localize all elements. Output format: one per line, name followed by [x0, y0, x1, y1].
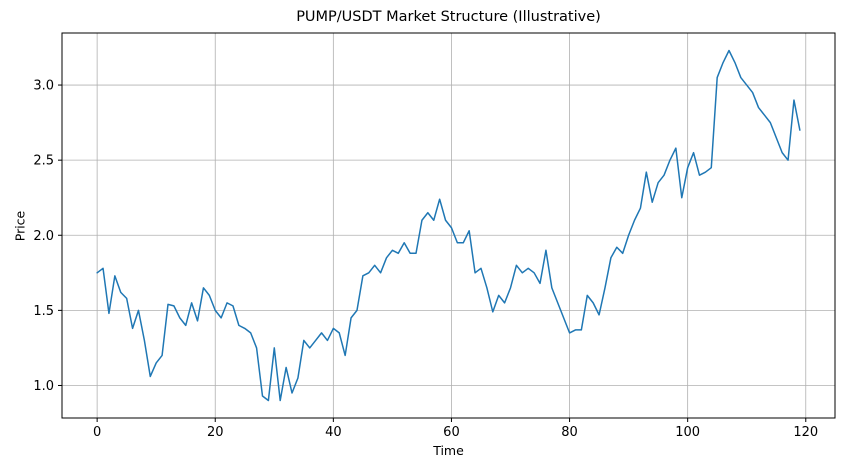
chart-title: PUMP/USDT Market Structure (Illustrative… — [296, 9, 601, 25]
x-tick-label: 20 — [207, 425, 224, 440]
x-tick-label: 60 — [443, 425, 460, 440]
y-tick-label: 3.0 — [33, 79, 54, 94]
x-tick-label: 80 — [561, 425, 578, 440]
price-line-series — [96, 49, 801, 402]
x-axis-label: Time — [433, 443, 464, 458]
y-tick-label: 1.0 — [33, 379, 54, 394]
x-tick-label: 0 — [93, 425, 101, 440]
y-axis-label: Price — [12, 210, 28, 242]
x-tick-label: 120 — [793, 425, 818, 440]
y-tick-label: 2.0 — [33, 229, 54, 244]
x-tick-label: 100 — [675, 425, 700, 440]
x-tick-label: 40 — [325, 425, 342, 440]
y-tick-label: 2.5 — [33, 154, 54, 169]
y-tick-label: 1.5 — [33, 304, 54, 319]
